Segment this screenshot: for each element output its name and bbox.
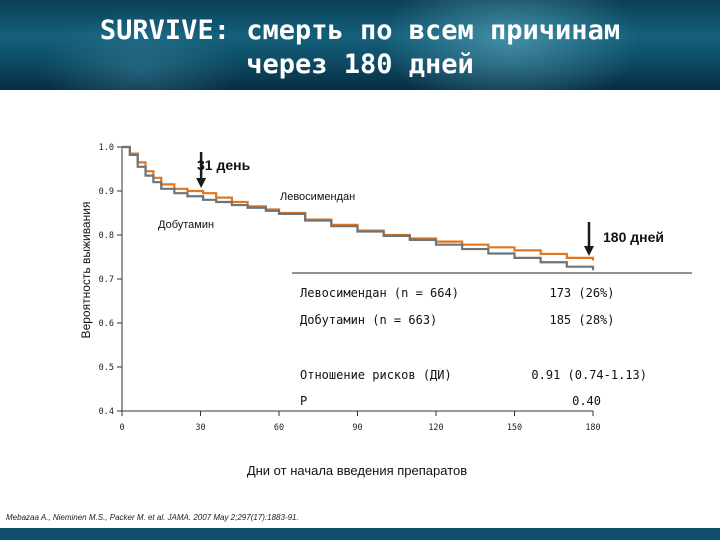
levosimendan-curve xyxy=(122,145,595,261)
day180-arrow-head xyxy=(584,246,594,256)
x-tick-label: 0 xyxy=(119,423,124,433)
title-line-2: через 180 дней xyxy=(246,49,474,80)
dobutamine-label: Добутамин xyxy=(158,219,214,231)
table-row-value: 185 (28%) xyxy=(549,313,614,327)
table-row-label: Отношение рисков (ДИ) xyxy=(300,368,452,382)
y-tick-label: 0.4 xyxy=(99,407,114,417)
y-axis-title: Вероятность выживания xyxy=(79,202,93,339)
x-tick-label: 90 xyxy=(352,423,362,433)
y-tick-label: 0.9 xyxy=(99,187,114,197)
title-line-1: SURVIVE: смерть по всем причинам xyxy=(99,15,621,46)
banner-glow xyxy=(380,0,640,90)
table-row-label: P xyxy=(300,394,307,408)
table-row-value: 0.91 (0.74-1.13) xyxy=(531,368,647,382)
day31-arrow-head xyxy=(196,178,207,188)
table-row-value: 173 (26%) xyxy=(549,286,614,300)
day31-label: 31 день xyxy=(197,157,251,173)
y-tick-label: 1.0 xyxy=(99,143,114,153)
bottom-band xyxy=(0,528,720,540)
table-row-value: 0.40 xyxy=(572,394,601,408)
x-axis-title: Дни от начала введения препаратов xyxy=(247,463,467,478)
table-row-label: Левосимендан (n = 664) xyxy=(300,286,459,300)
citation: Mebazaa A., Nieminen M.S., Packer M. et … xyxy=(6,513,299,522)
y-tick-label: 0.5 xyxy=(99,363,114,373)
y-tick-label: 0.8 xyxy=(99,231,114,241)
y-tick-label: 0.7 xyxy=(99,275,114,285)
table-row-label: Добутамин (n = 663) xyxy=(300,313,437,327)
day180-label: 180 дней xyxy=(603,229,664,245)
x-tick-label: 180 xyxy=(585,423,600,433)
dobutamine-curve xyxy=(122,145,595,271)
title-banner: SURVIVE: смерть по всем причинам через 1… xyxy=(0,0,720,90)
levosimendan-label: Левосимендан xyxy=(280,191,355,203)
x-tick-label: 120 xyxy=(428,423,443,433)
banner-glow-left xyxy=(40,10,240,90)
x-tick-label: 30 xyxy=(195,423,205,433)
y-tick-label: 0.6 xyxy=(99,319,114,329)
x-tick-label: 150 xyxy=(507,423,522,433)
x-tick-label: 60 xyxy=(274,423,284,433)
slide-title: SURVIVE: смерть по всем причинам через 1… xyxy=(0,14,720,82)
